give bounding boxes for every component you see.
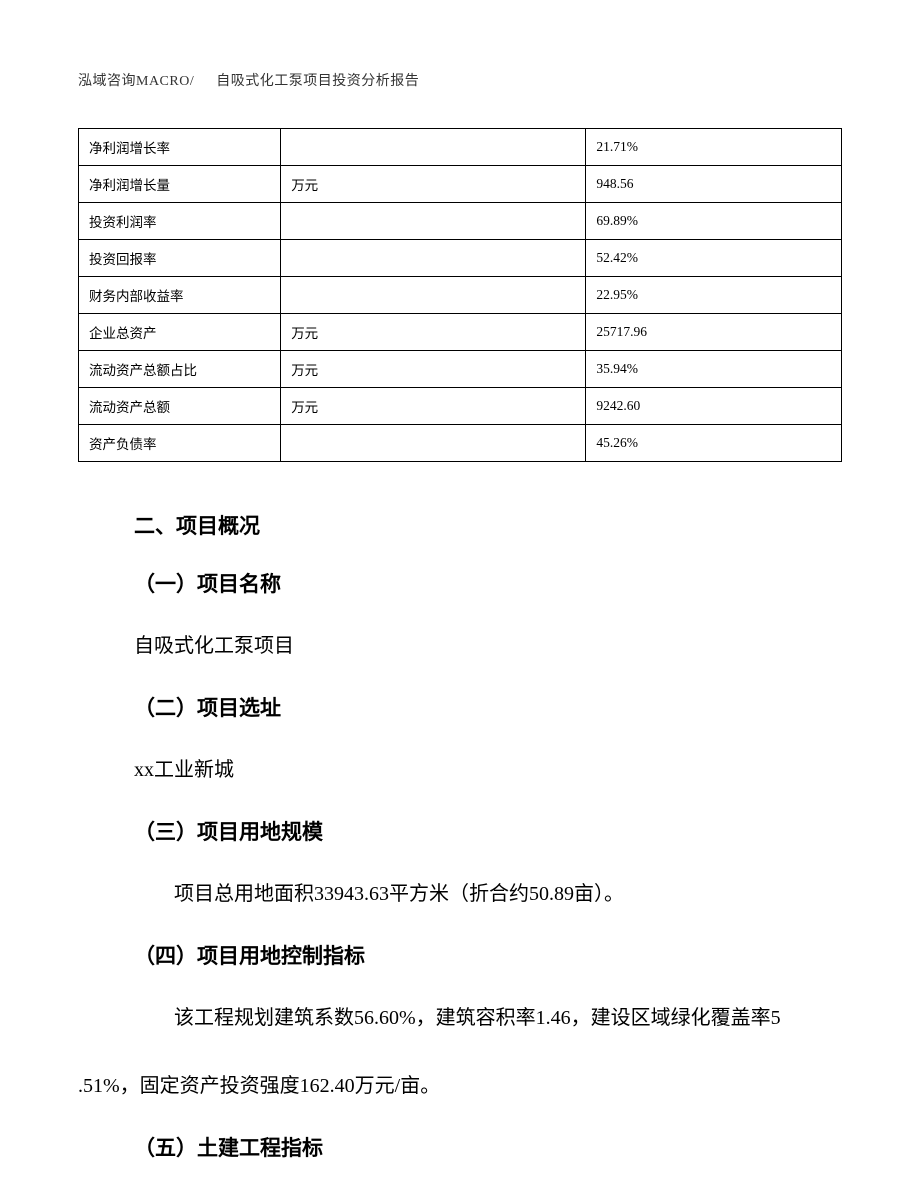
- header-doc-title: 自吸式化工泵项目投资分析报告: [216, 74, 419, 89]
- subsection-title-5: （五）土建工程指标: [134, 1132, 786, 1162]
- table-cell-unit: 万元: [281, 166, 586, 203]
- table-row: 流动资产总额占比 万元 35.94%: [79, 351, 842, 388]
- table-cell-label: 企业总资产: [79, 314, 281, 351]
- subsection-title-4: （四）项目用地控制指标: [134, 940, 786, 970]
- subsection-title-3: （三）项目用地规模: [134, 816, 786, 846]
- table-row: 企业总资产 万元 25717.96: [79, 314, 842, 351]
- document-content: 二、项目概况 （一）项目名称 自吸式化工泵项目 （二）项目选址 xx工业新城 （…: [78, 510, 842, 1162]
- paragraph-land-scale: 项目总用地面积33943.63平方米（折合约50.89亩）。: [134, 872, 786, 916]
- metrics-table: 净利润增长率 21.71% 净利润增长量 万元 948.56 投资利润率 69.…: [78, 128, 842, 462]
- table-cell-unit: [281, 277, 586, 314]
- table-row: 投资回报率 52.42%: [79, 240, 842, 277]
- table-cell-label: 净利润增长率: [79, 129, 281, 166]
- table-cell-value: 948.56: [586, 166, 842, 203]
- section-title: 二、项目概况: [134, 510, 786, 540]
- table-cell-value: 21.71%: [586, 129, 842, 166]
- paragraph-line: .51%，固定资产投资强度162.40万元/亩。: [78, 1064, 842, 1108]
- table-cell-value: 69.89%: [586, 203, 842, 240]
- table-cell-label: 财务内部收益率: [79, 277, 281, 314]
- header-company: 泓域咨询MACRO/: [78, 74, 194, 89]
- paragraph-project-name: 自吸式化工泵项目: [134, 624, 786, 668]
- table-row: 净利润增长率 21.71%: [79, 129, 842, 166]
- table-row: 投资利润率 69.89%: [79, 203, 842, 240]
- table-cell-label: 投资利润率: [79, 203, 281, 240]
- table-cell-label: 流动资产总额占比: [79, 351, 281, 388]
- table-cell-unit: [281, 240, 586, 277]
- table-cell-value: 25717.96: [586, 314, 842, 351]
- document-page: 泓域咨询MACRO/ 自吸式化工泵项目投资分析报告 净利润增长率 21.71% …: [0, 0, 920, 1162]
- table-cell-unit: [281, 203, 586, 240]
- table-cell-value: 52.42%: [586, 240, 842, 277]
- table-cell-label: 投资回报率: [79, 240, 281, 277]
- table-body: 净利润增长率 21.71% 净利润增长量 万元 948.56 投资利润率 69.…: [79, 129, 842, 462]
- table-cell-unit: [281, 129, 586, 166]
- table-cell-label: 流动资产总额: [79, 388, 281, 425]
- page-header: 泓域咨询MACRO/ 自吸式化工泵项目投资分析报告: [78, 70, 842, 90]
- paragraph-land-control: 该工程规划建筑系数56.60%，建筑容积率1.46，建设区域绿化覆盖率5 .51…: [78, 996, 842, 1108]
- table-row: 流动资产总额 万元 9242.60: [79, 388, 842, 425]
- table-cell-label: 净利润增长量: [79, 166, 281, 203]
- paragraph-line: 该工程规划建筑系数56.60%，建筑容积率1.46，建设区域绿化覆盖率5: [78, 996, 842, 1040]
- table-row: 财务内部收益率 22.95%: [79, 277, 842, 314]
- subsection-title-2: （二）项目选址: [134, 692, 786, 722]
- subsection-title-1: （一）项目名称: [134, 568, 786, 598]
- table-cell-unit: 万元: [281, 388, 586, 425]
- paragraph-location: xx工业新城: [134, 748, 786, 792]
- table-cell-value: 9242.60: [586, 388, 842, 425]
- table-row: 资产负债率 45.26%: [79, 425, 842, 462]
- table-cell-unit: [281, 425, 586, 462]
- table-cell-value: 35.94%: [586, 351, 842, 388]
- table-cell-value: 45.26%: [586, 425, 842, 462]
- table-row: 净利润增长量 万元 948.56: [79, 166, 842, 203]
- table-cell-label: 资产负债率: [79, 425, 281, 462]
- table-cell-value: 22.95%: [586, 277, 842, 314]
- table-cell-unit: 万元: [281, 351, 586, 388]
- table-cell-unit: 万元: [281, 314, 586, 351]
